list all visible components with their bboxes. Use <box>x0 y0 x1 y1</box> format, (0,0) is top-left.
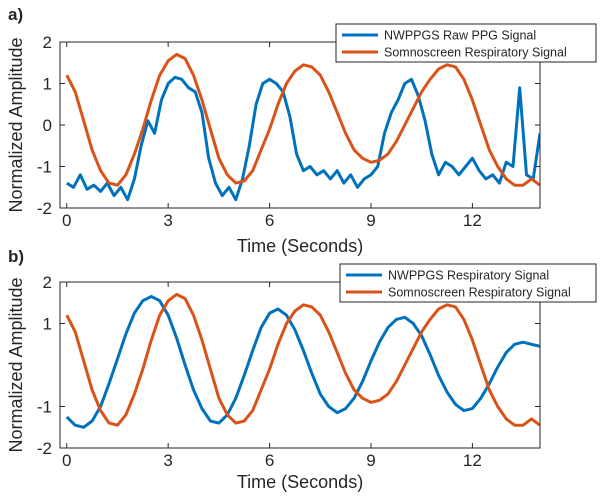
y-axis-label: Normalized Amplitude <box>6 277 26 452</box>
legend-entry: NWPPGS Raw PPG Signal <box>384 29 536 43</box>
legend-entry: Somnoscreen Respiratory Signal <box>384 46 567 60</box>
series-line-orange <box>65 52 540 187</box>
y-tick-label: 1 <box>43 315 52 334</box>
x-axis-label: Time (Seconds) <box>237 472 363 492</box>
x-tick-label: 0 <box>62 211 71 230</box>
x-tick-label: 9 <box>366 211 375 230</box>
legend-entry: NWPPGS Respiratory Signal <box>388 269 549 283</box>
x-tick-label: 12 <box>463 451 482 470</box>
series-line-orange <box>65 292 540 427</box>
y-tick-label: -1 <box>37 398 52 417</box>
x-tick-label: 9 <box>366 451 375 470</box>
y-tick-label: 2 <box>43 273 52 292</box>
y-axis-label: Normalized Amplitude <box>6 37 26 212</box>
y-tick-label: -2 <box>37 439 52 458</box>
legend: NWPPGS Raw PPG Signal Somnoscreen Respira… <box>335 23 597 63</box>
legend: NWPPGS Respiratory Signal Somnoscreen Res… <box>339 263 597 303</box>
legend-entry: Somnoscreen Respiratory Signal <box>388 286 571 300</box>
y-tick-label: 1 <box>43 75 52 94</box>
series-line-blue <box>66 75 540 202</box>
x-tick-label: 6 <box>265 451 274 470</box>
y-tick-label: -1 <box>37 158 52 177</box>
panel-label: b) <box>8 247 24 266</box>
axes-box <box>59 281 541 449</box>
x-tick-label: 3 <box>163 211 172 230</box>
x-tick-label: 6 <box>265 211 274 230</box>
y-tick-label: 2 <box>43 33 52 52</box>
x-tick-label: 0 <box>62 451 71 470</box>
legend-box <box>335 23 597 63</box>
x-tick-label: 12 <box>463 211 482 230</box>
legend-box <box>339 263 597 303</box>
panel-label: a) <box>8 5 23 24</box>
series-line-blue <box>65 295 540 429</box>
x-tick-label: 3 <box>163 451 172 470</box>
y-tick-label: 0 <box>43 116 52 135</box>
x-axis-label: Time (Seconds) <box>237 236 363 256</box>
y-tick-label: -2 <box>37 199 52 218</box>
